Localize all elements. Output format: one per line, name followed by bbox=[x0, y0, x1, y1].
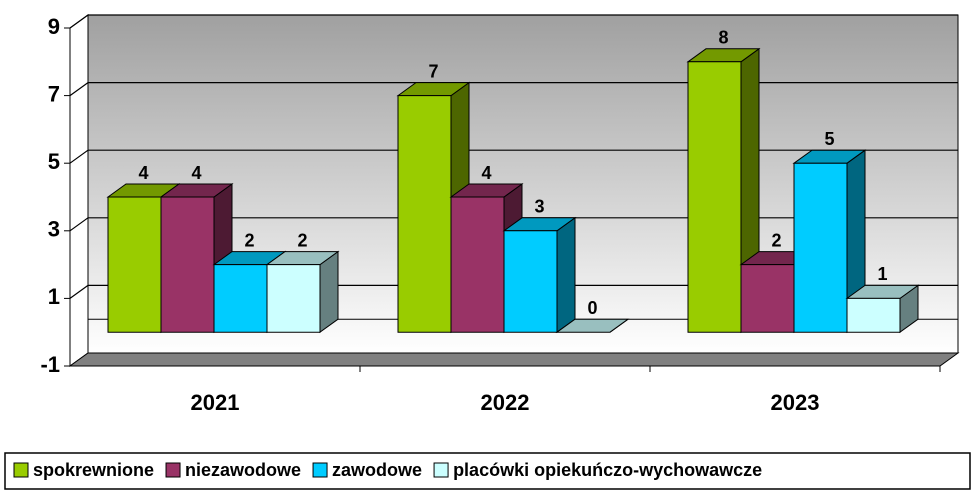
legend-label: placówki opiekuńczo-wychowawcze bbox=[453, 460, 762, 480]
bar bbox=[845, 284, 920, 334]
data-label: 2 bbox=[771, 230, 781, 250]
y-tick-label: 1 bbox=[48, 284, 60, 309]
data-label: 5 bbox=[824, 129, 834, 149]
data-label: 8 bbox=[718, 28, 728, 48]
data-label: 2 bbox=[297, 230, 307, 250]
bar-top bbox=[555, 318, 630, 333]
data-label: 2 bbox=[244, 230, 254, 250]
y-tick-label: 7 bbox=[48, 81, 60, 106]
grid-line bbox=[69, 217, 958, 232]
legend-label: spokrewnione bbox=[33, 460, 154, 480]
bar bbox=[106, 183, 181, 334]
bar-side bbox=[319, 250, 339, 334]
legend-label: zawodowe bbox=[332, 460, 422, 480]
bar-side bbox=[556, 216, 576, 334]
x-tick-label: 2023 bbox=[771, 390, 820, 415]
bar bbox=[502, 216, 577, 334]
bar-front bbox=[687, 61, 742, 333]
data-label: 4 bbox=[481, 163, 491, 183]
bar-front bbox=[450, 196, 505, 333]
data-label: 1 bbox=[877, 264, 887, 284]
legend-swatch bbox=[312, 462, 328, 478]
bar-front bbox=[740, 264, 795, 333]
legend-swatch bbox=[433, 462, 449, 478]
bar-front bbox=[793, 162, 848, 333]
legend-swatch bbox=[13, 462, 29, 478]
bar bbox=[265, 250, 340, 334]
grid-line bbox=[69, 81, 958, 97]
y-tick-label: 3 bbox=[48, 217, 60, 242]
y-tick-label: 9 bbox=[48, 14, 60, 39]
legend-swatch bbox=[165, 462, 181, 478]
data-label: 0 bbox=[587, 298, 597, 318]
y-tick-label: -1 bbox=[40, 352, 60, 377]
bar-front bbox=[213, 264, 268, 333]
bar-front bbox=[503, 230, 558, 333]
bar-front bbox=[266, 264, 321, 333]
legend-label: niezawodowe bbox=[185, 460, 301, 480]
grid-line bbox=[69, 149, 958, 164]
x-tick-label: 2021 bbox=[191, 390, 240, 415]
data-label: 7 bbox=[428, 61, 438, 81]
grid-line bbox=[69, 14, 958, 29]
data-label: 3 bbox=[534, 197, 544, 217]
grid-line bbox=[69, 284, 958, 299]
y-tick-label: 5 bbox=[48, 149, 60, 174]
side-wall bbox=[69, 14, 89, 367]
data-label: 4 bbox=[191, 163, 201, 183]
floor bbox=[68, 352, 960, 367]
data-label: 4 bbox=[138, 163, 148, 183]
bar-front bbox=[107, 196, 162, 333]
bar bbox=[555, 318, 630, 333]
x-tick-label: 2022 bbox=[481, 390, 530, 415]
bar-front bbox=[160, 196, 215, 333]
bar-front bbox=[846, 297, 901, 333]
bar-front bbox=[397, 95, 452, 333]
